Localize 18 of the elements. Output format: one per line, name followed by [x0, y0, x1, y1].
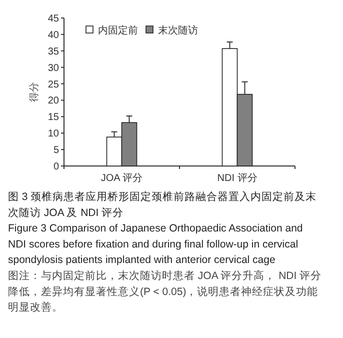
y-tick-label: 0	[53, 162, 60, 172]
legend-label: 末次随访	[158, 24, 198, 36]
text: 图 3 颈椎病患者应用桥形固定颈椎前路融合器置入内固定前及末次随访 JOA 及 NDI 评分	[8, 190, 317, 219]
y-tick-label: 45	[48, 14, 60, 24]
y-tick-label: 35	[48, 46, 60, 58]
y-tick-label: 20	[48, 96, 60, 107]
y-tick-label: 25	[48, 79, 60, 90]
text: 图注：与内固定前比，末次随访时患者 JOA 评分升高， NDI 评分降低，差异均有显著性意义(P < 0.05)，说明患者神经症状及功能明显改善。	[8, 269, 322, 314]
y-tick-label: 30	[48, 62, 60, 74]
text: Figure 3 Comparison of Japanese Orthopaedic Association and NDI scores before fixation and during final follow-up in cervical spondylosis patients implanted with anterior cervical cage	[8, 222, 303, 266]
x-tick-label: JOA 评分	[100, 172, 143, 184]
x-tick-label: NDI 评分	[217, 172, 258, 184]
legend-label: 内固定前	[98, 24, 138, 36]
y-tick-label: 40	[48, 30, 60, 41]
y-axis-title: 得分	[28, 82, 40, 102]
y-tick-label: 15	[48, 112, 60, 124]
y-tick-label: 5	[53, 145, 60, 156]
y-tick-label: 10	[48, 128, 60, 140]
